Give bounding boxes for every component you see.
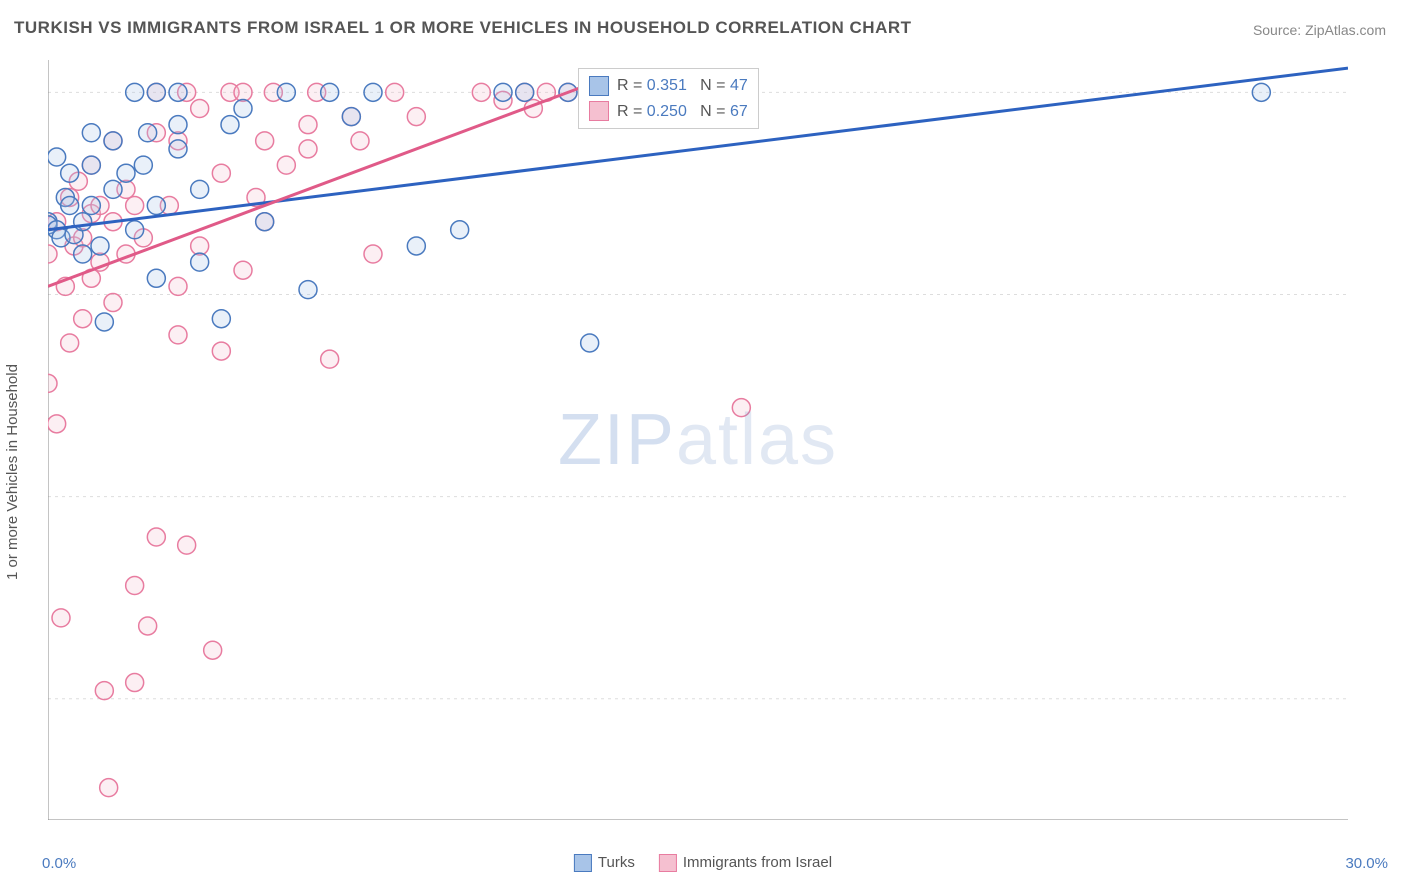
legend-turks-label: Turks <box>598 854 635 871</box>
stats-box: R = 0.351 N = 47R = 0.250 N = 67 <box>578 68 759 129</box>
legend-turks: Turks <box>574 854 635 872</box>
chart-svg <box>48 60 1348 820</box>
stats-row-israel: R = 0.250 N = 67 <box>589 99 748 125</box>
swatch-israel-icon <box>659 854 677 872</box>
legend-bottom: Turks Immigrants from Israel <box>574 854 832 872</box>
stats-row-turks: R = 0.351 N = 47 <box>589 73 748 99</box>
source-label: Source: ZipAtlas.com <box>1253 22 1386 38</box>
x-tick-min: 0.0% <box>42 855 76 872</box>
legend-israel-label: Immigrants from Israel <box>683 854 832 871</box>
y-axis-label: 1 or more Vehicles in Household <box>4 364 21 580</box>
chart-area: ZIPatlas R = 0.351 N = 47R = 0.250 N = 6… <box>48 60 1348 820</box>
x-tick-max: 30.0% <box>1345 855 1388 872</box>
chart-title: TURKISH VS IMMIGRANTS FROM ISRAEL 1 OR M… <box>14 18 912 38</box>
legend-israel: Immigrants from Israel <box>659 854 832 872</box>
swatch-turks-icon <box>574 854 592 872</box>
